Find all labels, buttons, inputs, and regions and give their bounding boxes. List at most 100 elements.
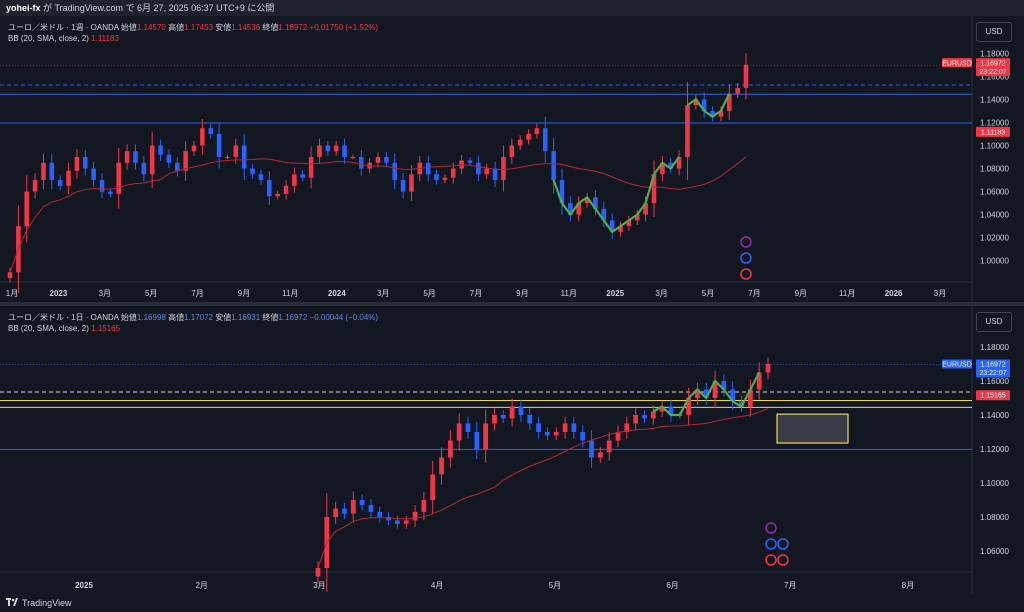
y-tick-label: 1.04000 [980, 211, 1009, 220]
price-tag [976, 359, 1010, 378]
candle-body [425, 162, 431, 175]
pane-divider[interactable] [0, 302, 1024, 306]
bb-indicator-value: 1.11183 [91, 34, 119, 43]
candle-body [447, 440, 453, 458]
candle-body [116, 162, 122, 194]
candle-body [174, 162, 180, 171]
open-value: 1.14570 [136, 23, 166, 32]
y-tick-label: 1.00000 [980, 257, 1009, 266]
candle-body [377, 511, 383, 517]
x-tick-label: 3月 [99, 289, 111, 298]
candle-body [642, 415, 647, 419]
candle-body [359, 500, 365, 506]
daily-ohlc-line: ユーロ／米ドル · 1日 · OANDA 始値1.16998 高値1.17072… [8, 312, 378, 323]
candle-body [718, 110, 724, 117]
x-tick-label: 2023 [50, 289, 68, 298]
candle-body [615, 432, 621, 441]
author-name[interactable]: yohei-fx [6, 3, 41, 13]
candle-body [384, 157, 389, 163]
footer-brand[interactable]: TradingView [22, 598, 72, 608]
candle-body [509, 145, 515, 157]
candle-body [434, 174, 439, 181]
price-tag-value: 1.16972 [980, 361, 1005, 368]
candle-body [439, 457, 444, 475]
candle-body [465, 423, 471, 432]
candle-body [534, 128, 540, 134]
x-tick-label: 9月 [238, 289, 250, 298]
daily-ticker[interactable]: ユーロ／米ドル · 1日 · OANDA [8, 313, 119, 322]
y-tick-label: 1.18000 [980, 49, 1009, 58]
daily-legend: ユーロ／米ドル · 1日 · OANDA 始値1.16998 高値1.17072… [8, 312, 378, 334]
candle-body [476, 162, 481, 175]
x-tick-label: 1月 [6, 289, 18, 298]
candle-body [315, 568, 321, 577]
y-tick-label: 1.02000 [980, 234, 1009, 243]
candle-body [609, 220, 615, 232]
candle-body [275, 193, 280, 197]
candle-body [32, 180, 38, 192]
symbol-tag [942, 58, 972, 68]
y-tick-label: 1.10000 [980, 479, 1009, 488]
high-value: 1.17072 [184, 313, 213, 322]
x-tick-label: 2025 [606, 289, 624, 298]
weekly-chart-pane[interactable]: 1.18000 1.16000 1.14000 1.12000 1.10000 1.080… [0, 16, 1024, 302]
x-tick-label: 7月 [470, 289, 482, 298]
bb-indicator-name[interactable]: BB (20, SMA, close, 2) [8, 324, 89, 333]
candle-body [191, 145, 197, 152]
x-tick-label: 3月 [313, 581, 325, 590]
x-tick-label: 5月 [702, 289, 714, 298]
x-tick-label: 5月 [423, 289, 435, 298]
weekly-ticker[interactable]: ユーロ／米ドル · 1週 · OANDA [8, 23, 119, 32]
y-tick-label: 1.12000 [980, 445, 1009, 454]
y-tick-label: 1.14000 [980, 95, 1009, 104]
x-tick-label: 3月 [377, 289, 389, 298]
currency-button[interactable]: USD [976, 22, 1012, 42]
bb-basis-line [317, 407, 769, 569]
bb-basis-line [9, 156, 747, 273]
candle-body [726, 93, 732, 111]
weekly-ohlc-line: ユーロ／米ドル · 1週 · OANDA 始値1.14570 高値1.17453… [8, 22, 378, 33]
open-label: 始値 [120, 23, 137, 32]
candle-body [551, 151, 556, 181]
economic-event-icon [740, 252, 752, 264]
candle-body [685, 105, 690, 157]
daily-chart-canvas[interactable]: 1.18000 1.16000 1.14000 1.12000 1.10000 1.080… [0, 306, 1024, 594]
daily-chart-pane[interactable]: 1.18000 1.16000 1.14000 1.12000 1.10000 1.080… [0, 306, 1024, 594]
candle-body [283, 185, 289, 194]
economic-event-icon [765, 522, 777, 534]
currency-button[interactable]: USD [976, 312, 1012, 332]
economic-event-icon [740, 268, 752, 280]
candle-body [624, 423, 630, 432]
candle-body [576, 203, 582, 215]
candle-body [124, 151, 130, 163]
candle-body [350, 500, 356, 514]
price-tag [976, 58, 1010, 77]
candle-body [562, 423, 568, 432]
bb-indicator-value: 1.15165 [91, 324, 121, 333]
candle-body [536, 423, 541, 432]
candle-body [450, 168, 456, 178]
candle-body [735, 87, 740, 94]
symbol-tag [942, 359, 972, 369]
weekly-chart-canvas[interactable]: 1.18000 1.16000 1.14000 1.12000 1.10000 1.080… [0, 16, 1024, 302]
weekly-bb-line: BB (20, SMA, close, 2) 1.11183 [8, 33, 378, 44]
candle-body [400, 180, 406, 192]
x-tick-label: 8月 [902, 581, 914, 590]
candle-body [580, 432, 586, 441]
candle-body [41, 162, 46, 181]
candle-body [74, 157, 80, 171]
candle-body [149, 145, 155, 175]
x-tick-label: 2月 [195, 581, 207, 590]
low-value: 1.16931 [231, 313, 261, 322]
candle-body [403, 520, 409, 524]
candle-body [518, 406, 524, 415]
candle-body [527, 415, 533, 424]
candle-body [342, 145, 347, 157]
candle-body [601, 208, 607, 221]
candle-body [183, 151, 188, 171]
bb-indicator-name[interactable]: BB (20, SMA, close, 2) [8, 34, 89, 43]
candle-body [317, 145, 322, 157]
candle-body [593, 197, 598, 209]
candle-body [659, 406, 665, 412]
symbol-tag-text: EURUSD [942, 61, 972, 68]
